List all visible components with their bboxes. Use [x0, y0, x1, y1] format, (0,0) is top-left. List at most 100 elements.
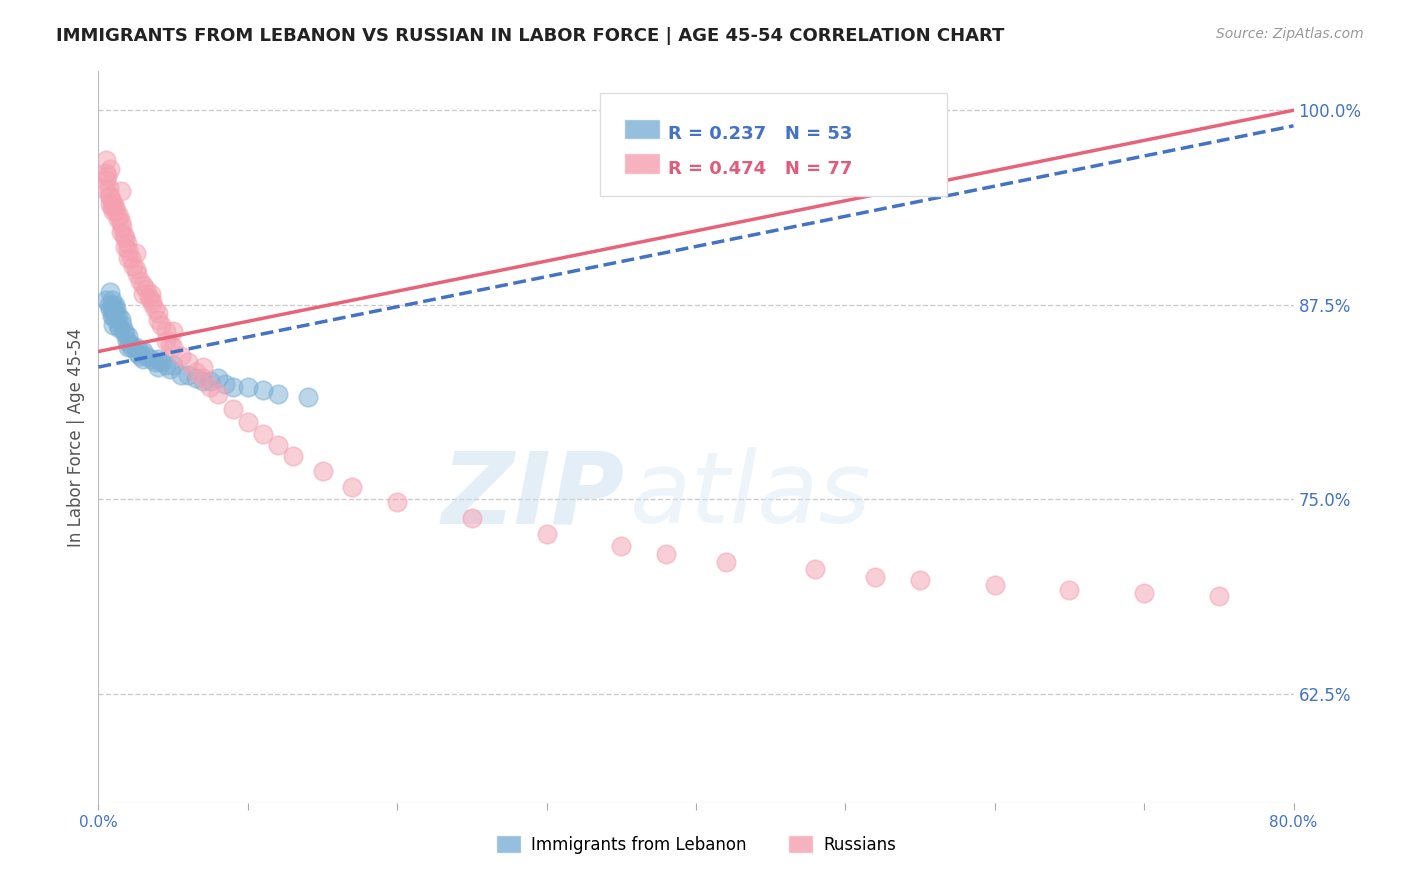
Point	[98, 285, 122, 300]
Point	[117, 340, 139, 354]
Point	[162, 340, 184, 354]
Point	[101, 293, 124, 307]
Point	[159, 336, 181, 351]
Point	[267, 386, 290, 401]
Point	[143, 355, 166, 369]
Point	[105, 302, 128, 317]
Point	[129, 349, 152, 363]
Point	[536, 526, 558, 541]
Point	[117, 244, 139, 258]
Point	[148, 352, 170, 367]
Point	[107, 309, 129, 323]
Point	[1059, 582, 1081, 597]
Point	[342, 480, 364, 494]
Point	[139, 293, 162, 307]
Point	[114, 231, 136, 245]
Point	[110, 215, 132, 229]
Point	[191, 371, 214, 385]
Point	[125, 246, 148, 260]
Point	[236, 380, 259, 394]
Point	[125, 262, 148, 277]
Point	[159, 361, 181, 376]
Point	[281, 449, 304, 463]
Point	[127, 346, 149, 360]
Point	[155, 334, 177, 348]
Point	[112, 227, 135, 242]
Point	[804, 562, 827, 576]
Point	[125, 340, 148, 354]
Point	[110, 225, 132, 239]
Point	[132, 286, 155, 301]
Point	[865, 570, 887, 584]
Point	[108, 209, 131, 223]
Point	[96, 169, 118, 183]
Text: R = 0.474   N = 77: R = 0.474 N = 77	[668, 160, 853, 178]
Point	[105, 204, 128, 219]
Point	[143, 302, 166, 317]
Point	[103, 196, 125, 211]
Point	[200, 374, 222, 388]
Point	[222, 380, 245, 394]
Point	[111, 318, 134, 332]
Point	[252, 427, 274, 442]
Point	[311, 464, 333, 478]
Point	[98, 302, 122, 317]
Point	[103, 309, 125, 323]
Point	[184, 371, 207, 385]
Point	[177, 355, 200, 369]
Point	[98, 162, 122, 177]
Point	[191, 359, 214, 374]
Point	[103, 318, 125, 332]
Point	[385, 495, 409, 509]
Point	[141, 296, 163, 310]
Point	[101, 309, 124, 323]
Point	[94, 165, 117, 179]
FancyBboxPatch shape	[600, 94, 948, 195]
Point	[214, 377, 236, 392]
Point	[610, 539, 633, 553]
Point	[93, 181, 115, 195]
Point	[207, 386, 229, 401]
Point	[148, 359, 170, 374]
Point	[94, 173, 117, 187]
Point	[104, 305, 127, 319]
Point	[120, 340, 142, 354]
FancyBboxPatch shape	[624, 153, 661, 174]
Point	[984, 578, 1007, 592]
Point	[115, 334, 138, 348]
Point	[177, 368, 200, 382]
Point	[139, 286, 162, 301]
Point	[97, 298, 120, 312]
Point	[138, 290, 160, 304]
Point	[148, 313, 170, 327]
Point	[103, 204, 125, 219]
Text: ZIP: ZIP	[441, 447, 624, 544]
Point	[169, 349, 191, 363]
Text: Source: ZipAtlas.com: Source: ZipAtlas.com	[1216, 27, 1364, 41]
Point	[207, 371, 229, 385]
Point	[108, 321, 131, 335]
Point	[117, 329, 139, 343]
Point	[150, 355, 173, 369]
Point	[120, 251, 142, 265]
Legend: Immigrants from Lebanon, Russians: Immigrants from Lebanon, Russians	[489, 829, 903, 860]
Point	[117, 251, 139, 265]
Point	[1208, 589, 1230, 603]
Point	[104, 298, 127, 312]
Point	[110, 311, 132, 326]
Point	[132, 352, 155, 367]
Point	[114, 327, 136, 342]
Point	[101, 301, 124, 315]
Point	[461, 511, 484, 525]
Point	[97, 189, 120, 203]
Point	[200, 380, 222, 394]
Point	[94, 153, 117, 167]
Point	[252, 384, 274, 398]
Point	[135, 282, 157, 296]
Point	[148, 305, 170, 319]
Point	[107, 318, 129, 332]
Point	[127, 267, 149, 281]
Point	[191, 374, 214, 388]
Text: atlas: atlas	[630, 447, 872, 544]
Point	[128, 343, 150, 357]
